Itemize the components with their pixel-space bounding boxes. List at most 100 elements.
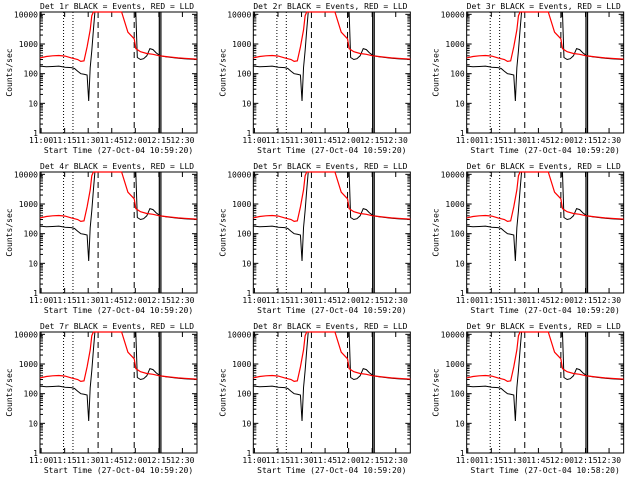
x-tick-label: 11:15 — [53, 296, 77, 305]
y-tick-label: 10 — [28, 419, 38, 428]
y-axis-label: Counts/sec — [432, 48, 441, 96]
x-tick-label: 12:00 — [550, 456, 574, 465]
x-tick-label: 11:45 — [313, 136, 337, 145]
y-axis-label: Counts/sec — [218, 368, 227, 416]
y-tick-label: 1 — [460, 129, 465, 138]
x-tick-label: 11:30 — [289, 136, 313, 145]
detector-panel-2: Det 2r BLACK = Events, RED = LLD 1 10 100 10… — [218, 2, 411, 155]
y-tick-label: 1 — [247, 449, 252, 458]
y-tick-label: 10000 — [441, 10, 465, 19]
y-tick-label: 1000 — [19, 200, 38, 209]
y-tick-label: 10000 — [441, 330, 465, 339]
y-tick-label: 10 — [242, 419, 252, 428]
x-tick-label: 11:15 — [53, 136, 77, 145]
x-tick-label: 12:00 — [550, 136, 574, 145]
x-tick-label: 11:15 — [479, 296, 503, 305]
y-tick-label: 1 — [33, 129, 38, 138]
y-tick-label: 1 — [460, 289, 465, 298]
x-tick-label: 12:00 — [123, 296, 147, 305]
y-tick-label: 10 — [242, 259, 252, 268]
detector-panel-8: Det 8r BLACK = Events, RED = LLD 1 10 100 10… — [218, 322, 411, 475]
x-tick-label: 11:15 — [479, 136, 503, 145]
y-tick-label: 100 — [450, 230, 465, 239]
x-tick-label: 12:30 — [384, 296, 408, 305]
panel-title: Det 7r BLACK = Events, RED = LLD — [40, 322, 194, 331]
x-tick-label: 11:30 — [503, 296, 527, 305]
y-tick-label: 1000 — [232, 200, 251, 209]
y-tick-label: 10000 — [14, 10, 38, 19]
y-tick-label: 10000 — [227, 170, 251, 179]
detector-panel-6: Det 6r BLACK = Events, RED = LLD 1 10 100 10… — [432, 162, 625, 315]
x-tick-label: 12:00 — [550, 296, 574, 305]
series-lld-line — [466, 331, 624, 383]
y-tick-label: 10000 — [14, 330, 38, 339]
detector-panel-1: Det 1r BLACK = Events, RED = LLD 1 10 100 10… — [5, 2, 198, 155]
y-tick-label: 10000 — [227, 10, 251, 19]
detector-panel-9: Det 9r BLACK = Events, RED = LLD 1 10 100 10… — [432, 322, 625, 475]
y-axis-label: Counts/sec — [5, 48, 14, 96]
x-tick-label: 12:30 — [597, 456, 621, 465]
x-tick-label: 11:30 — [289, 456, 313, 465]
x-axis-label: Start Time (27-Oct-04 10:59:20) — [44, 466, 193, 475]
x-tick-label: 12:00 — [337, 456, 361, 465]
y-tick-label: 10 — [455, 259, 465, 268]
x-tick-label: 11:30 — [503, 136, 527, 145]
x-tick-label: 12:00 — [337, 296, 361, 305]
y-tick-label: 100 — [237, 390, 252, 399]
x-tick-label: 11:00 — [242, 296, 266, 305]
y-tick-label: 100 — [237, 70, 252, 79]
series-lld-line — [39, 331, 198, 383]
x-tick-label: 11:00 — [242, 136, 266, 145]
y-tick-label: 1 — [33, 289, 38, 298]
x-tick-label: 11:00 — [242, 456, 266, 465]
x-tick-label: 11:30 — [76, 136, 100, 145]
series-lld-line — [253, 171, 411, 223]
y-tick-label: 1000 — [445, 200, 464, 209]
x-tick-label: 12:15 — [360, 296, 384, 305]
y-tick-label: 10000 — [14, 170, 38, 179]
series-lld-line — [466, 11, 624, 63]
x-tick-label: 11:00 — [29, 136, 53, 145]
x-tick-label: 12:15 — [360, 136, 384, 145]
y-tick-label: 10 — [455, 419, 465, 428]
x-tick-label: 11:15 — [266, 136, 290, 145]
x-tick-label: 12:15 — [147, 296, 171, 305]
panel-title: Det 4r BLACK = Events, RED = LLD — [40, 162, 194, 171]
x-tick-label: 12:30 — [384, 136, 408, 145]
x-axis-label: Start Time (27-Oct-04 10:59:20) — [257, 466, 406, 475]
y-tick-label: 10 — [242, 99, 252, 108]
x-tick-label: 11:15 — [266, 296, 290, 305]
x-tick-label: 12:15 — [573, 296, 597, 305]
y-tick-label: 10 — [28, 99, 38, 108]
panel-title: Det 6r BLACK = Events, RED = LLD — [467, 162, 621, 171]
x-tick-label: 12:30 — [597, 296, 621, 305]
y-tick-label: 100 — [450, 70, 465, 79]
y-tick-label: 1000 — [19, 40, 38, 49]
y-tick-label: 1 — [247, 129, 252, 138]
y-tick-label: 100 — [24, 70, 39, 79]
y-tick-label: 10 — [455, 99, 465, 108]
x-tick-label: 11:45 — [526, 136, 550, 145]
x-tick-label: 11:00 — [456, 296, 480, 305]
x-tick-label: 12:15 — [360, 456, 384, 465]
panel-title: Det 2r BLACK = Events, RED = LLD — [253, 2, 407, 11]
x-tick-label: 11:00 — [29, 296, 53, 305]
panel-title: Det 1r BLACK = Events, RED = LLD — [40, 2, 194, 11]
y-tick-label: 10000 — [441, 170, 465, 179]
x-axis-label: Start Time (27-Oct-04 10:59:20) — [44, 306, 193, 315]
y-axis-label: Counts/sec — [432, 368, 441, 416]
x-tick-label: 12:30 — [170, 136, 194, 145]
x-axis-label: Start Time (27-Oct-04 10:59:20) — [44, 146, 193, 155]
x-tick-label: 11:30 — [503, 456, 527, 465]
x-tick-label: 11:15 — [479, 456, 503, 465]
x-tick-label: 12:15 — [573, 456, 597, 465]
panel-title: Det 3r BLACK = Events, RED = LLD — [467, 2, 621, 11]
x-tick-label: 12:00 — [123, 136, 147, 145]
x-tick-label: 11:45 — [313, 456, 337, 465]
y-tick-label: 1000 — [19, 360, 38, 369]
x-tick-label: 11:45 — [100, 136, 124, 145]
y-tick-label: 100 — [237, 230, 252, 239]
x-tick-label: 12:00 — [123, 456, 147, 465]
panel-title: Det 5r BLACK = Events, RED = LLD — [253, 162, 407, 171]
x-tick-label: 12:30 — [384, 456, 408, 465]
